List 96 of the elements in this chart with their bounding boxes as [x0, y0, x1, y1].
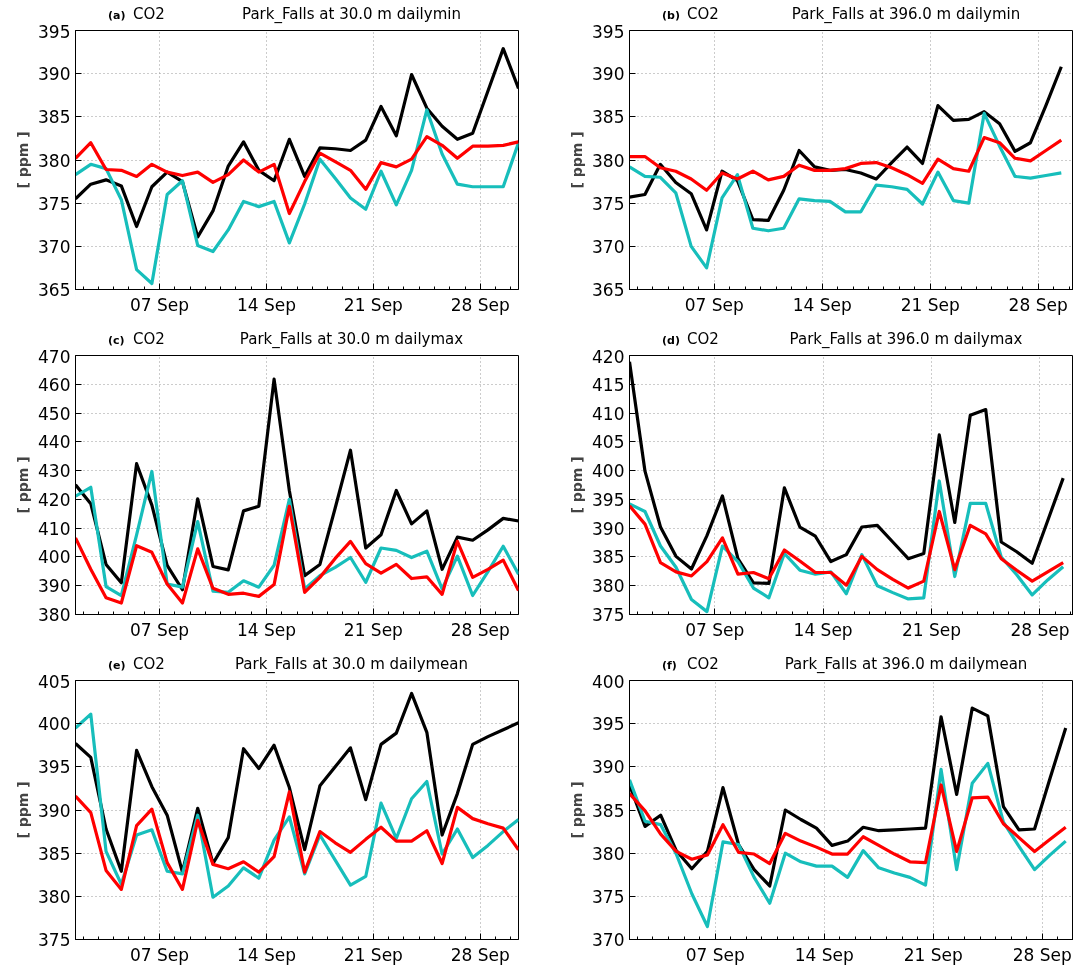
- text: CO2: [133, 654, 165, 675]
- x-tick-label: 21 Sep: [343, 944, 403, 965]
- x-tick-label: 21 Sep: [901, 619, 962, 640]
- y-axis-title: [ ppm ]: [15, 131, 32, 189]
- y-tick-label: 400: [592, 671, 625, 692]
- chart-title: Park_Falls at 396.0 m dailymin: [790, 4, 1022, 25]
- x-tick-label: 07 Sep: [685, 944, 745, 965]
- y-tick-label: 385: [38, 843, 71, 864]
- y-tick-label: 385: [592, 547, 625, 568]
- y-tick-label: 375: [38, 930, 71, 950]
- y-tick-label: 390: [592, 64, 625, 85]
- y-tick-label: 395: [38, 21, 71, 42]
- x-tick-label: 14 Sep: [236, 619, 296, 640]
- x-tick-label: 07 Sep: [685, 619, 745, 640]
- x-tick-label: 14 Sep: [793, 619, 853, 640]
- y-axis-title: [ ppm ]: [15, 781, 32, 839]
- y-tick-label: 390: [38, 64, 71, 85]
- y-tick-label: 380: [592, 150, 625, 171]
- y-axis-title: [ ppm ]: [569, 131, 586, 189]
- y-tick-label: 370: [592, 930, 625, 950]
- y-axis-title: [ ppm ]: [569, 456, 586, 514]
- y-tick-label: 400: [38, 547, 71, 568]
- y-tick-label: 400: [592, 461, 625, 482]
- x-tick-label: 21 Sep: [343, 294, 403, 315]
- y-tick-label: 390: [592, 757, 625, 778]
- y-tick-label: 440: [38, 432, 71, 453]
- text: (a): [108, 8, 126, 24]
- y-tick-label: 390: [38, 800, 71, 821]
- y-tick-label: 365: [38, 280, 71, 300]
- x-tick-label: 14 Sep: [792, 294, 852, 315]
- y-tick-label: 390: [592, 518, 625, 539]
- y-axis-title: [ ppm ]: [569, 781, 586, 839]
- y-tick-label: 395: [592, 489, 625, 510]
- y-axis-title: [ ppm ]: [15, 456, 32, 514]
- y-tick-label: 420: [592, 346, 625, 367]
- x-tick-label: 28 Sep: [450, 294, 510, 315]
- x-tick-label: 14 Sep: [236, 944, 296, 965]
- text: CO2: [687, 4, 719, 25]
- y-tick-label: 380: [38, 605, 71, 625]
- text: CO2: [133, 329, 165, 350]
- chart-title: Park_Falls at 30.0 m dailymin: [241, 4, 462, 25]
- y-tick-label: 385: [38, 107, 71, 128]
- y-tick-label: 395: [38, 757, 71, 778]
- y-tick-label: 430: [38, 461, 71, 482]
- y-tick-label: 365: [592, 280, 625, 300]
- x-tick-label: 07 Sep: [684, 294, 744, 315]
- chart-title: Park_Falls at 396.0 m dailymax: [788, 329, 1024, 350]
- x-tick-label: 28 Sep: [1010, 619, 1070, 640]
- x-tick-label: 14 Sep: [794, 944, 854, 965]
- y-tick-label: 410: [38, 518, 71, 539]
- y-tick-label: 375: [592, 193, 625, 214]
- y-tick-label: 380: [592, 576, 625, 597]
- y-tick-label: 450: [38, 403, 71, 424]
- y-tick-label: 405: [592, 432, 625, 453]
- y-tick-label: 380: [38, 150, 71, 171]
- y-tick-label: 415: [592, 374, 625, 395]
- y-tick-label: 375: [592, 886, 625, 907]
- text: CO2: [687, 654, 719, 675]
- y-tick-label: 375: [592, 605, 625, 625]
- y-tick-label: 375: [38, 193, 71, 214]
- chart-title: Park_Falls at 396.0 m dailymean: [783, 654, 1029, 675]
- chart-title: Park_Falls at 30.0 m dailymax: [238, 329, 465, 350]
- text: CO2: [687, 329, 719, 350]
- x-tick-label: 21 Sep: [900, 294, 960, 315]
- x-tick-label: 28 Sep: [450, 619, 510, 640]
- x-tick-label: 28 Sep: [1012, 944, 1072, 965]
- y-tick-label: 400: [38, 714, 71, 735]
- x-tick-label: 21 Sep: [343, 619, 403, 640]
- y-tick-label: 385: [592, 800, 625, 821]
- y-tick-label: 405: [38, 671, 71, 692]
- text: (e): [108, 658, 126, 674]
- y-tick-label: 370: [38, 236, 71, 257]
- text: (f): [662, 658, 677, 674]
- y-tick-label: 380: [38, 886, 71, 907]
- y-tick-label: 395: [592, 714, 625, 735]
- y-tick-label: 380: [592, 843, 625, 864]
- y-tick-label: 470: [38, 346, 71, 367]
- text: (b): [662, 8, 680, 24]
- y-tick-label: 385: [592, 107, 625, 128]
- x-tick-label: 07 Sep: [129, 944, 190, 965]
- text: CO2: [133, 4, 165, 25]
- y-tick-label: 420: [38, 489, 71, 510]
- x-tick-label: 07 Sep: [129, 619, 190, 640]
- y-tick-label: 395: [592, 21, 625, 42]
- x-tick-label: 07 Sep: [129, 294, 190, 315]
- y-tick-label: 390: [38, 576, 71, 597]
- chart-title: Park_Falls at 30.0 m dailymean: [233, 654, 470, 675]
- x-tick-label: 28 Sep: [1008, 294, 1068, 315]
- x-tick-label: 28 Sep: [450, 944, 510, 965]
- y-tick-label: 410: [592, 403, 625, 424]
- x-tick-label: 14 Sep: [236, 294, 296, 315]
- x-tick-label: 21 Sep: [903, 944, 963, 965]
- text: (c): [108, 333, 125, 349]
- y-tick-label: 370: [592, 236, 625, 257]
- y-tick-label: 460: [38, 374, 71, 395]
- text: (d): [662, 333, 680, 349]
